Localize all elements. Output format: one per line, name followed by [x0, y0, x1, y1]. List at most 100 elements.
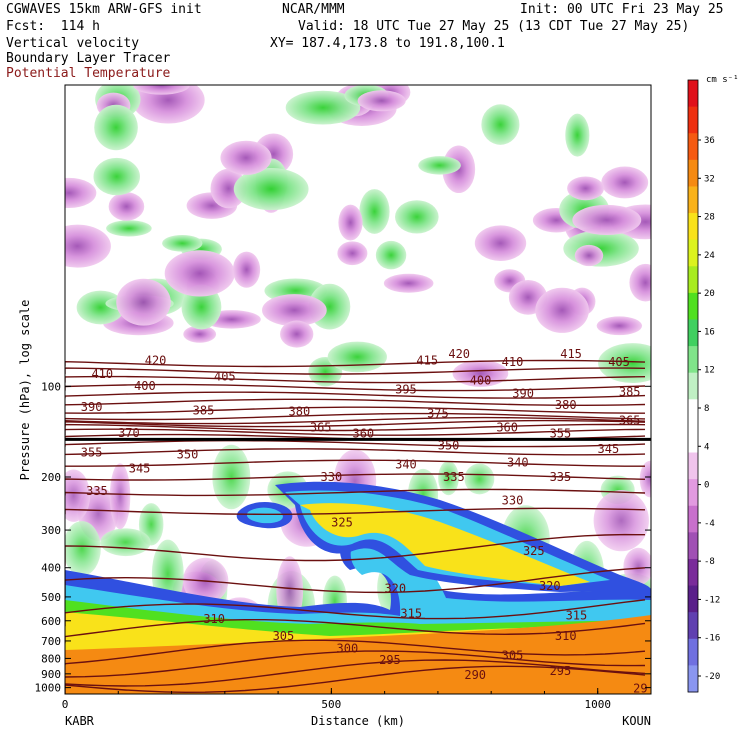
x-tick-label: 0: [62, 698, 69, 711]
contour-label: 365: [619, 414, 641, 428]
contour-label: 370: [118, 426, 140, 440]
theta-contour: [65, 448, 646, 456]
colorbar-units: cm s⁻¹: [706, 75, 739, 85]
colorbar-tick-label: 20: [704, 289, 715, 299]
contour-label: 295: [550, 664, 572, 678]
contour-label: 375: [427, 407, 449, 421]
y-tick-label: 1000: [35, 682, 62, 695]
potential-temperature-contours: [65, 359, 646, 694]
velocity-blob: [131, 85, 205, 124]
theta-contour: [65, 639, 646, 666]
velocity-blob: [565, 113, 590, 157]
colorbar-swatch: [688, 292, 698, 320]
contour-label: 405: [608, 355, 630, 369]
velocity-blob: [601, 166, 649, 199]
contour-label: 390: [512, 386, 534, 400]
velocity-blob: [164, 250, 235, 297]
contour-label: 310: [203, 612, 225, 626]
colorbar-swatch: [688, 372, 698, 400]
contour-label: 305: [273, 629, 295, 643]
colorbar-swatch: [688, 479, 698, 507]
colorbar: 36 32 28 24 20 16 12 8 4 0 -4 -8 -12 -16 -20: [687, 79, 720, 693]
velocity-blob: [100, 528, 151, 557]
velocity-blob: [220, 140, 272, 175]
colorbar-tick-label: -16: [704, 634, 720, 644]
contour-label: 340: [395, 458, 417, 472]
colorbar-swatch: [688, 266, 698, 294]
velocity-blob: [596, 316, 643, 336]
colorbar-swatch: [688, 399, 698, 427]
x-tick-label: 500: [321, 698, 341, 711]
velocity-blob: [563, 230, 639, 267]
colorbar-swatch: [688, 558, 698, 587]
theta-contour: [65, 440, 646, 448]
contour-label: 360: [496, 420, 518, 434]
colorbar-tick-label: -12: [704, 595, 720, 605]
velocity-blob: [464, 463, 495, 495]
y-axis-label: Pressure (hPa), log scale: [18, 300, 32, 481]
contour-label: 295: [379, 653, 401, 667]
theta-contour: [65, 533, 646, 566]
theta-contour: [65, 375, 646, 384]
contour-label: 310: [555, 629, 577, 643]
contour-label: 385: [193, 403, 215, 417]
y-tick-label: 300: [41, 524, 61, 537]
theta-contour: [65, 367, 646, 375]
velocity-blob: [359, 189, 390, 234]
contour-label: 315: [566, 609, 588, 623]
colorbar-swatch: [688, 612, 698, 640]
velocity-blob: [593, 490, 649, 552]
colorbar-swatch: [688, 239, 698, 267]
field-label-vertical-velocity: Vertical velocity: [6, 36, 140, 51]
colorbar-swatch: [688, 186, 698, 214]
theta-contour: [65, 567, 646, 599]
contour-label: 410: [91, 367, 113, 381]
field-label-potential-temperature: Potential Temperature: [6, 66, 171, 81]
colorbar-swatch: [688, 665, 698, 693]
theta-contour: [65, 419, 646, 428]
velocity-blob: [232, 251, 261, 288]
contour-label: 345: [129, 462, 151, 476]
velocity-blob: [233, 168, 309, 211]
colorbar-swatch: [688, 106, 698, 134]
y-tick-label: 800: [41, 652, 61, 665]
contour-label: 420: [448, 347, 470, 361]
velocity-blob: [438, 461, 459, 496]
velocity-blob: [285, 90, 361, 125]
colorbar-swatch: [688, 452, 698, 480]
velocity-blob: [535, 287, 589, 333]
x-tick-label: 1000: [584, 698, 611, 711]
contour-label: 325: [523, 544, 545, 558]
velocity-blob: [481, 104, 520, 145]
theta-contour: [65, 428, 646, 436]
colorbar-swatch: [688, 638, 698, 666]
contour-label: 380: [555, 398, 577, 412]
theta-contour: [65, 659, 646, 688]
velocity-blob: [212, 444, 251, 510]
velocity-blob: [639, 460, 651, 498]
theta-contour: [65, 619, 646, 644]
colorbar-frame: [687, 79, 699, 693]
colorbar-tick-label: 8: [704, 404, 709, 414]
velocity-blob: [598, 343, 651, 384]
velocity-blob: [116, 278, 171, 326]
theta-contour: [65, 416, 646, 425]
contour-label: 380: [289, 404, 311, 418]
theta-contour: [65, 383, 646, 392]
velocity-blob: [210, 168, 247, 209]
contour-label: 330: [321, 470, 343, 484]
contour-label: 350: [177, 447, 199, 461]
contour-label: 315: [400, 606, 422, 620]
theta-contour: [65, 473, 646, 481]
colorbar-tick-label: 36: [704, 136, 715, 146]
y-tick-label: 100: [41, 380, 61, 393]
colorbar-tick-label: 28: [704, 213, 715, 223]
colorbar-swatch: [688, 532, 698, 560]
contour-label: 405: [214, 370, 236, 384]
colorbar-tick-label: 4: [704, 442, 709, 452]
cross-section-endpoints: XY= 187.4,173.8 to 191.8,100.1: [270, 36, 505, 51]
theta-contour: [65, 488, 646, 497]
upper-tongue-yellow: [300, 503, 590, 586]
velocity-blob: [65, 469, 91, 522]
velocity-blob: [65, 177, 97, 208]
